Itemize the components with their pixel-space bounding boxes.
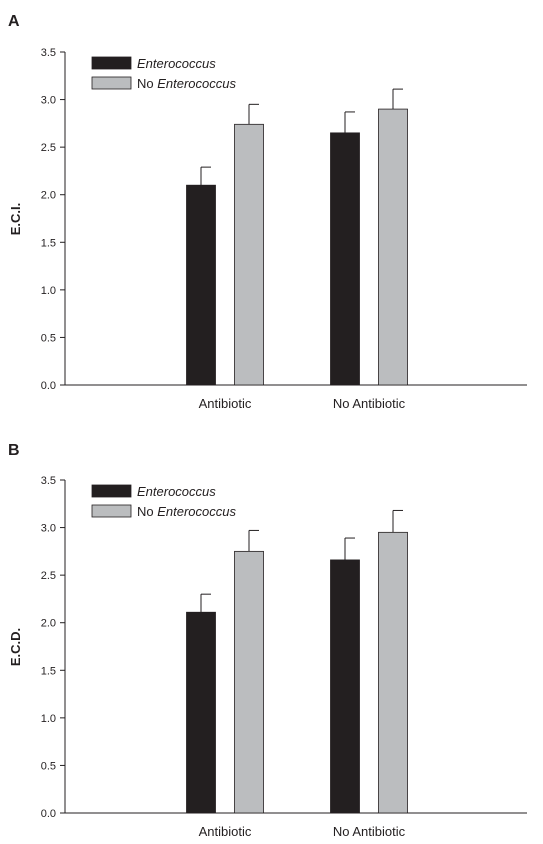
- y-tick-label: 0.5: [41, 332, 56, 344]
- bar-no-enterococcus-antibiotic: [234, 550, 264, 814]
- bar-enterococcus-no-antibiotic: [330, 132, 360, 386]
- category-labels: Antibiotic No Antibiotic: [199, 396, 406, 411]
- y-tick-label: 2.5: [41, 142, 56, 154]
- y-tick-label: 1.5: [41, 665, 56, 677]
- y-tick-label: 2.0: [41, 190, 56, 202]
- bar-no-enterococcus-antibiotic: [234, 123, 264, 386]
- y-tick-label: 2.5: [41, 570, 56, 582]
- y-tick-label: 2.0: [41, 618, 56, 630]
- legend: Enterococcus No Enterococcus: [91, 56, 236, 91]
- y-tick-label: 1.5: [41, 237, 56, 249]
- legend: Enterococcus No Enterococcus: [91, 484, 236, 519]
- y-tick-label: 1.0: [41, 285, 56, 297]
- panel-a: A E.C.I. 0.0 0.5 1.0 1.5 2.0 2.5 3.0 3.5 Antibi…: [8, 13, 527, 411]
- y-axis-label: E.C.I.: [8, 203, 23, 236]
- bar-enterococcus-antibiotic: [186, 184, 216, 386]
- category-label: No Antibiotic: [333, 824, 406, 839]
- panel-letter: B: [8, 442, 20, 459]
- category-label: Antibiotic: [199, 396, 252, 411]
- legend-label-no-enterococcus: No Enterococcus: [137, 504, 236, 519]
- legend-swatch-enterococcus: [91, 56, 132, 70]
- category-label: No Antibiotic: [333, 396, 406, 411]
- category-label: Antibiotic: [199, 824, 252, 839]
- y-ticks: 0.0 0.5 1.0 1.5 2.0 2.5 3.0 3.5: [41, 47, 65, 392]
- y-axis-label: E.C.D.: [8, 628, 23, 666]
- y-tick-label: 1.0: [41, 713, 56, 725]
- y-tick-label: 0.0: [41, 808, 56, 820]
- legend-swatch-no-enterococcus: [91, 76, 132, 90]
- y-ticks: 0.0 0.5 1.0 1.5 2.0 2.5 3.0 3.5: [41, 475, 65, 820]
- bar-enterococcus-no-antibiotic: [330, 559, 360, 814]
- y-tick-label: 3.0: [41, 95, 56, 107]
- y-tick-label: 0.5: [41, 760, 56, 772]
- y-tick-label: 3.5: [41, 47, 56, 59]
- legend-swatch-enterococcus: [91, 484, 132, 498]
- y-tick-label: 3.0: [41, 523, 56, 535]
- bars: [186, 88, 408, 386]
- legend-label-no-enterococcus: No Enterococcus: [137, 76, 236, 91]
- y-tick-label: 0.0: [41, 380, 56, 392]
- category-labels: Antibiotic No Antibiotic: [199, 824, 406, 839]
- bar-enterococcus-antibiotic: [186, 611, 216, 814]
- legend-label-enterococcus: Enterococcus: [137, 484, 216, 499]
- bar-no-enterococcus-no-antibiotic: [378, 531, 408, 814]
- panel-letter: A: [8, 13, 20, 30]
- bars: [186, 509, 408, 814]
- legend-swatch-no-enterococcus: [91, 504, 132, 518]
- bar-no-enterococcus-no-antibiotic: [378, 108, 408, 386]
- legend-label-enterococcus: Enterococcus: [137, 56, 216, 71]
- panel-b: B E.C.D. 0.0 0.5 1.0 1.5 2.0 2.5 3.0 3.5 Antibi…: [8, 442, 527, 839]
- y-tick-label: 3.5: [41, 475, 56, 487]
